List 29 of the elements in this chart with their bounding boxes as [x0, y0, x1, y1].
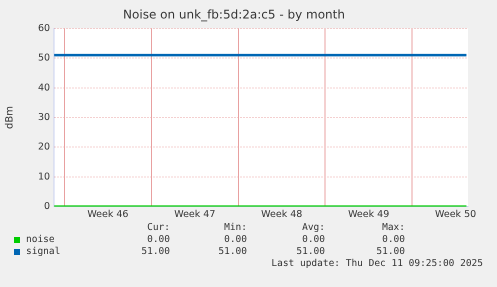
y-tick-label: 60: [38, 22, 50, 34]
text: 51.00: [140, 246, 170, 257]
text: Min:: [223, 222, 247, 233]
text: Cur:: [146, 222, 170, 233]
text: 0.00: [301, 234, 325, 245]
y-tick-label: 50: [38, 52, 50, 64]
text: Max:: [381, 222, 405, 233]
text: 0.00: [223, 234, 247, 245]
y-axis-title: dBm: [4, 106, 16, 129]
text: 51.00: [217, 246, 247, 257]
y-tick-label: 10: [38, 171, 50, 182]
text: Avg:: [301, 222, 325, 233]
x-tick-label: Week 50: [435, 208, 476, 220]
y-tick-label: 20: [38, 142, 50, 153]
x-tick-label: Week 49: [348, 208, 390, 220]
legend-label: signal: [26, 246, 60, 257]
text: 51.00: [375, 246, 405, 257]
chart-title: Noise on unk_fb:5d:2a:c5 - by month: [123, 7, 345, 22]
text: Last update: Thu Dec 11 09:25:00 2025: [271, 258, 483, 269]
y-tick-label: 40: [38, 82, 50, 94]
x-tick-label: Week 47: [174, 208, 216, 220]
text: 0.00: [381, 234, 405, 245]
y-tick-label: 30: [38, 112, 50, 123]
text: 51.00: [295, 246, 325, 257]
y-tick-label: 0: [44, 201, 50, 212]
x-tick-label: Week 48: [261, 208, 302, 220]
x-tick-label: Week 46: [87, 208, 128, 220]
legend-label: noise: [26, 234, 55, 245]
text: 0.00: [146, 234, 170, 245]
